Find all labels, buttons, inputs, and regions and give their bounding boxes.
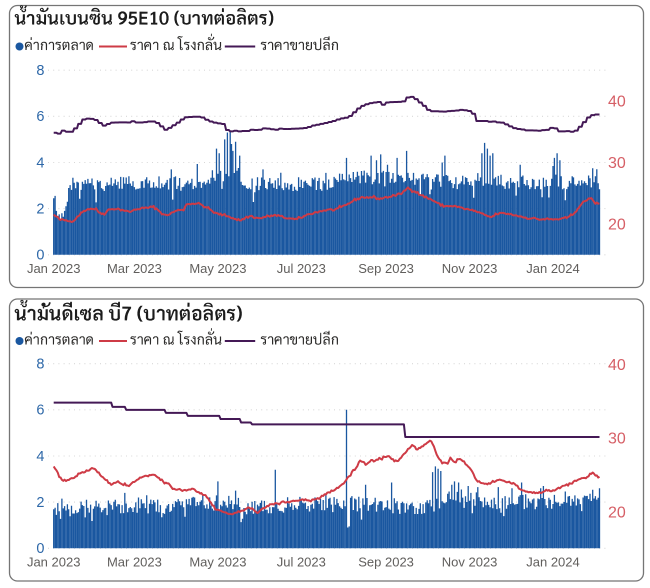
svg-text:6: 6: [36, 403, 44, 419]
svg-text:Jan 2023: Jan 2023: [27, 554, 81, 569]
svg-text:6: 6: [36, 109, 44, 125]
svg-text:Jan 2024: Jan 2024: [526, 261, 580, 276]
svg-text:Sep 2023: Sep 2023: [358, 261, 414, 276]
svg-text:4: 4: [36, 155, 44, 171]
svg-text:30: 30: [608, 430, 626, 447]
svg-text:May 2023: May 2023: [189, 261, 246, 276]
svg-text:Jan 2024: Jan 2024: [526, 554, 580, 569]
svg-text:2: 2: [36, 495, 44, 511]
svg-text:Sep 2023: Sep 2023: [358, 554, 414, 569]
svg-text:0: 0: [36, 541, 44, 557]
svg-text:8: 8: [36, 63, 44, 79]
svg-text:Nov 2023: Nov 2023: [442, 554, 498, 569]
svg-text:8: 8: [36, 357, 44, 373]
svg-text:20: 20: [608, 505, 626, 522]
svg-text:40: 40: [608, 357, 626, 374]
svg-text:2: 2: [36, 201, 44, 217]
svg-text:Jul 2023: Jul 2023: [277, 261, 326, 276]
svg-text:May 2023: May 2023: [189, 554, 246, 569]
svg-text:Mar 2023: Mar 2023: [107, 261, 162, 276]
svg-text:30: 30: [608, 155, 626, 172]
svg-text:20: 20: [608, 217, 626, 234]
svg-text:0: 0: [36, 248, 44, 264]
svg-text:40: 40: [608, 94, 626, 111]
svg-text:Mar 2023: Mar 2023: [107, 554, 162, 569]
svg-text:Jul 2023: Jul 2023: [277, 554, 326, 569]
svg-text:4: 4: [36, 449, 44, 465]
svg-text:Nov 2023: Nov 2023: [442, 261, 498, 276]
svg-text:Jan 2023: Jan 2023: [27, 261, 81, 276]
